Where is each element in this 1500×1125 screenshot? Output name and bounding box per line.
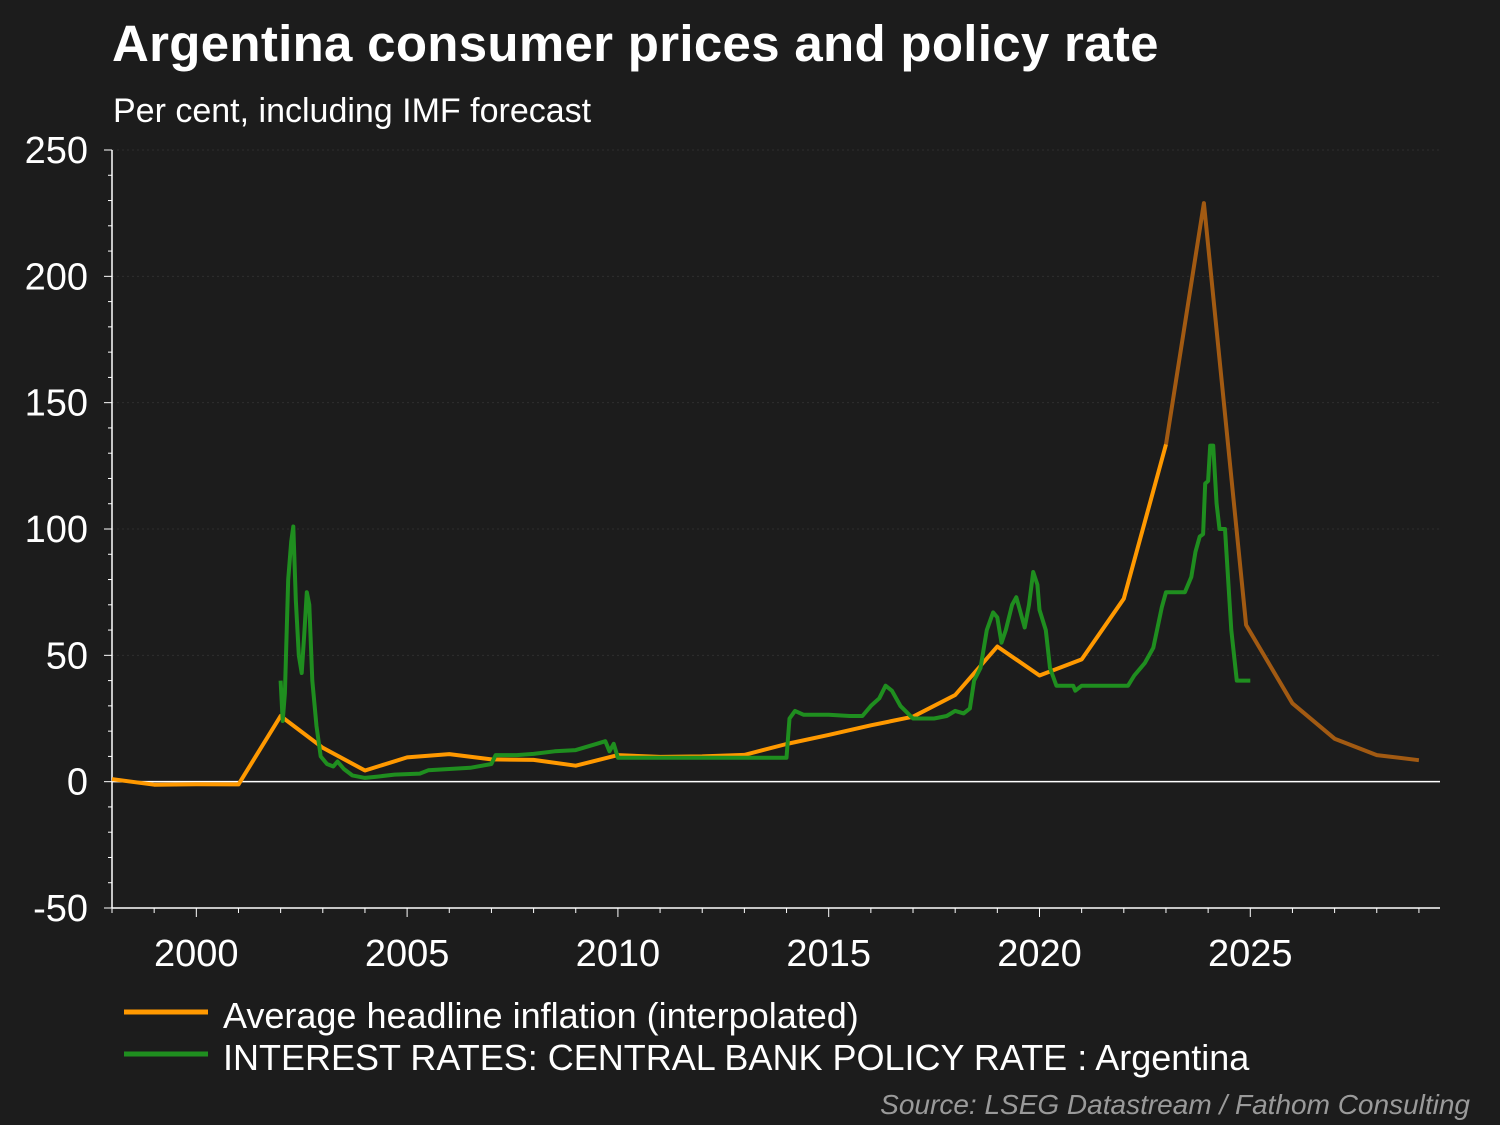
legend-label-inflation: Average headline inflation (interpolated… bbox=[223, 995, 859, 1036]
policy-rate-line bbox=[278, 443, 1251, 780]
y-tick-label: 250 bbox=[25, 130, 88, 172]
x-tick-label: 2025 bbox=[1208, 933, 1293, 975]
y-tick-label: 50 bbox=[46, 635, 88, 677]
y-tick-label: 100 bbox=[25, 509, 88, 551]
chart-subtitle: Per cent, including IMF forecast bbox=[113, 92, 592, 130]
inflation-forecast-line bbox=[1164, 201, 1420, 763]
x-tick-label: 2010 bbox=[576, 933, 661, 975]
y-tick-label: -50 bbox=[33, 888, 88, 930]
x-tick-label: 2005 bbox=[365, 933, 450, 975]
legend-label-policy-rate: INTEREST RATES: CENTRAL BANK POLICY RATE… bbox=[223, 1037, 1250, 1078]
source-note: Source: LSEG Datastream / Fathom Consult… bbox=[880, 1089, 1470, 1120]
x-tick-label: 2015 bbox=[786, 933, 871, 975]
chart-title: Argentina consumer prices and policy rat… bbox=[112, 15, 1159, 72]
y-tick-label: 200 bbox=[25, 256, 88, 298]
y-tick-label: 150 bbox=[25, 383, 88, 425]
x-tick-label: 2000 bbox=[154, 933, 239, 975]
y-tick-label: 0 bbox=[67, 762, 88, 804]
x-tick-label: 2020 bbox=[997, 933, 1082, 975]
